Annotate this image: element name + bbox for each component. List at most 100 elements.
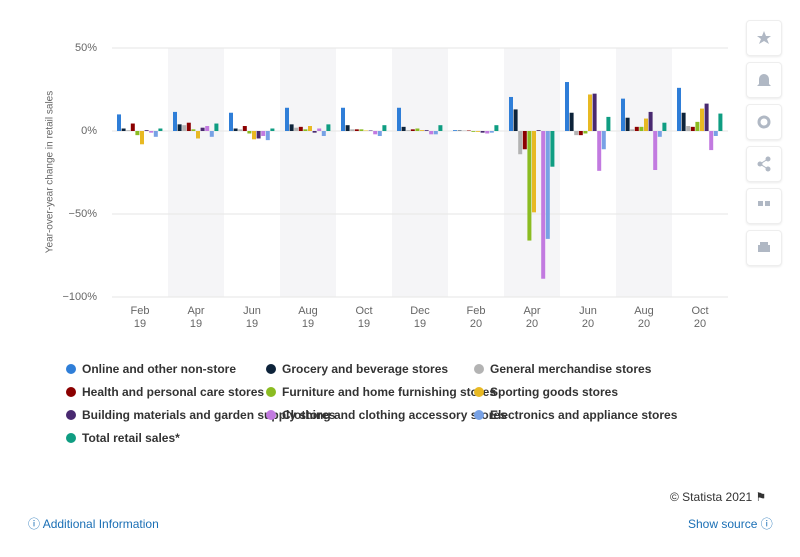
bar (270, 128, 275, 131)
bar (709, 131, 714, 151)
legend-label: Online and other non-store (82, 362, 237, 376)
bar (364, 130, 368, 132)
bar (681, 112, 686, 131)
bar (648, 111, 653, 131)
bar (578, 131, 583, 136)
bar (354, 129, 359, 131)
bar (140, 131, 144, 145)
bar (480, 131, 485, 133)
bar (153, 131, 158, 137)
bar (518, 131, 523, 155)
x-tick-label: Apr 19 (187, 305, 205, 330)
show-source-text[interactable]: Show source (688, 517, 758, 531)
x-tick-label: Jun 19 (243, 305, 261, 330)
bar (466, 130, 471, 132)
bar (308, 126, 312, 131)
bar (695, 121, 700, 131)
y-tick-label: 50% (75, 42, 97, 54)
bar (196, 131, 200, 139)
bar (341, 107, 345, 131)
bar (583, 131, 588, 134)
bar (569, 112, 574, 131)
bar (158, 128, 163, 131)
x-tick-label: Aug 20 (634, 305, 654, 330)
bar (424, 130, 429, 131)
bar (704, 103, 709, 131)
bar (630, 129, 635, 131)
bar (233, 128, 238, 131)
bar (209, 131, 214, 137)
bar (350, 129, 355, 131)
bar (438, 125, 443, 131)
legend-item: Online and other non-store (66, 362, 236, 376)
bar (345, 125, 350, 131)
bar (144, 130, 149, 131)
legend-swatch (474, 410, 484, 420)
favorite-button[interactable] (746, 20, 782, 56)
print-button[interactable] (746, 230, 782, 266)
bar (462, 130, 467, 132)
bar (117, 114, 121, 131)
bar (527, 131, 532, 241)
bar (401, 126, 406, 131)
x-tick-label: Apr 20 (523, 305, 541, 330)
bar (359, 129, 364, 131)
bar (191, 129, 196, 131)
bar (256, 131, 261, 139)
bar (545, 131, 550, 239)
share-button[interactable] (746, 146, 782, 182)
bar (485, 131, 490, 134)
bar (326, 124, 331, 131)
show-source[interactable]: Show source ⓘ (688, 517, 773, 531)
bar (317, 128, 322, 131)
bar (690, 126, 695, 131)
bar (149, 131, 154, 133)
bar (536, 130, 541, 131)
cite-button[interactable] (746, 188, 782, 224)
bar (182, 125, 187, 131)
bar (489, 131, 494, 133)
bar (261, 131, 266, 136)
bar (373, 131, 378, 135)
bar (252, 131, 256, 140)
bar (247, 131, 252, 134)
legend-swatch (66, 387, 76, 397)
category-band (392, 48, 448, 297)
bar (550, 131, 555, 167)
bar (368, 130, 373, 132)
legend-label: Total retail sales* (82, 431, 180, 445)
bar (713, 131, 718, 136)
bar (135, 131, 140, 136)
bar (186, 122, 191, 131)
additional-information-text[interactable]: Additional Information (42, 517, 159, 531)
legend-label: Furniture and home furnishing stores (282, 385, 497, 399)
settings-button[interactable] (746, 104, 782, 140)
bar (494, 125, 499, 131)
bar (453, 130, 457, 131)
bar (397, 107, 401, 131)
bar (597, 131, 602, 171)
bar (130, 123, 135, 131)
additional-information[interactable]: ⓘ Additional Information (28, 517, 159, 531)
alert-button[interactable] (746, 62, 782, 98)
bar (574, 131, 579, 136)
bar (429, 131, 434, 135)
y-axis-label: Year-over-year change in retail sales (45, 91, 56, 254)
bar (522, 131, 527, 150)
category-band (168, 48, 224, 297)
bar (471, 131, 476, 132)
bar (588, 94, 592, 131)
bar (238, 129, 243, 131)
legend-swatch (266, 364, 276, 374)
legend-item: Grocery and beverage stores (266, 362, 448, 376)
legend-swatch (474, 387, 484, 397)
bar (382, 125, 387, 131)
category-band (280, 48, 336, 297)
x-tick-label: Dec 19 (410, 305, 430, 330)
bar (513, 109, 518, 131)
bar (657, 131, 662, 137)
copyright: © Statista 2021 ⚑ (670, 490, 767, 504)
bar (509, 96, 513, 131)
legend-item: Health and personal care stores (66, 385, 264, 399)
